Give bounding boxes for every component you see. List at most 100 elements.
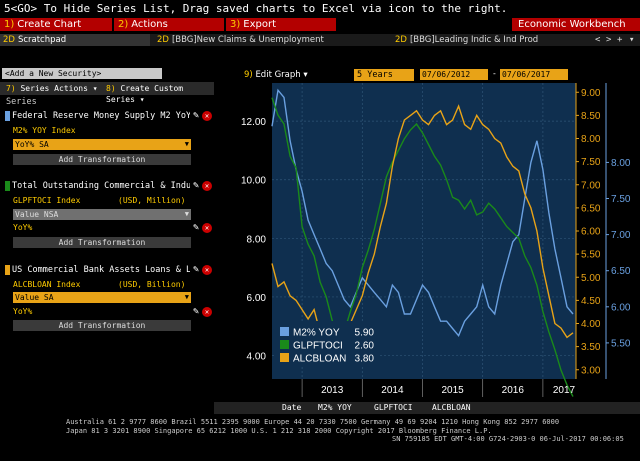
tab-leading-indic[interactable]: 2D [BBG]Leading Indic & Ind Prod: [392, 34, 590, 46]
edit-icon[interactable]: ✎: [193, 222, 200, 233]
axes: 12.00 10.00 8.00 6.00 4.00 9.00 8.50 8.00 7.50 7.…: [241, 83, 631, 397]
date-separator: -: [492, 69, 497, 78]
chart-footer-bar: Date M2% YOY GLPFTOCI ALCBLOAN: [214, 402, 640, 414]
footer: Australia 61 2 9777 8600 Brazil 5511 239…: [0, 418, 640, 461]
series-ticker: GLPFTOCI Index: [13, 196, 81, 205]
series-ticker: ALCBLOAN Index: [13, 280, 81, 289]
right-axis1-tick: 6.50: [581, 203, 601, 214]
x-axis-tick: 2015: [441, 385, 464, 396]
remove-icon[interactable]: ✕: [202, 223, 213, 233]
series-name: Federal Reserve Money Supply M2 YoY %: [12, 111, 190, 121]
tab-menu-button[interactable]: ▾: [629, 35, 635, 45]
edit-graph-num: 9): [244, 70, 253, 80]
remove-icon[interactable]: ✕: [202, 265, 213, 275]
x-axis-tick: 2017: [553, 385, 576, 396]
legend-value: 5.90: [355, 328, 375, 339]
transform-suffix: YoY%: [13, 223, 33, 232]
edit-icon[interactable]: ✎: [193, 180, 200, 191]
tab-scratchpad[interactable]: 2D Scratchpad: [0, 34, 150, 46]
series-icons: ✎ ✕: [193, 180, 213, 191]
tab-prev-button[interactable]: <: [595, 35, 601, 45]
edit-icon[interactable]: ✎: [193, 264, 200, 275]
create-chart-label: Create Chart: [17, 19, 82, 30]
grid: [272, 83, 576, 379]
legend-name: ALCBLOAN: [293, 354, 346, 365]
legend-swatch: [280, 327, 289, 336]
custom-series-num: 8): [106, 84, 116, 93]
export-label: Export: [243, 19, 276, 30]
tab-num: 2D: [157, 35, 169, 45]
legend-name: GLPFTOCI: [293, 341, 343, 352]
legend-name: M2% YOY: [293, 328, 340, 339]
tab-num: 2D: [395, 35, 407, 45]
right-axis1-tick: 7.50: [581, 157, 601, 168]
series-actions-button[interactable]: 7) Series Actions ▾: [4, 83, 99, 94]
footer-line: Australia 61 2 9777 8600 Brazil 5511 239…: [66, 418, 560, 426]
x-axis-tick: 2013: [321, 385, 344, 396]
series-header: Series: [6, 97, 37, 107]
edit-graph-button[interactable]: 9) Edit Graph ▾: [244, 69, 348, 81]
series-color-swatch: [5, 111, 10, 121]
tab-add-button[interactable]: +: [617, 35, 623, 45]
actions-button[interactable]: 2) Actions: [114, 18, 224, 31]
transform-select[interactable]: Value SA ▼: [13, 292, 191, 303]
series-name: US Commercial Bank Assets Loans & Le: [12, 265, 190, 275]
add-transformation-button[interactable]: Add Transformation: [13, 237, 191, 248]
footer-line: SN 759185 EDT GMT-4:00 G724-2903-0 06-Ju…: [392, 435, 624, 443]
tab-label: [BBG]Leading Indic & Ind Prod: [409, 35, 539, 45]
series-ticker: M2% YOY Index: [13, 126, 76, 135]
chart: 12.00 10.00 8.00 6.00 4.00 9.00 8.50 8.00 7.50 7.…: [241, 83, 631, 397]
series-line-m2-yoy: [271, 88, 574, 338]
transform-select[interactable]: Value NSA ▼: [13, 209, 191, 220]
left-axis-tick: 8.00: [247, 234, 267, 245]
series-actions-num: 7): [6, 84, 16, 93]
right-axis1-tick: 8.00: [581, 134, 601, 145]
custom-series-label: Create Custom Series ▾: [106, 84, 184, 104]
footer-line: Japan 81 3 3201 8900 Singapore 65 6212 1…: [66, 426, 492, 435]
right-axis1-tick: 4.50: [581, 296, 601, 307]
right-axis2-tick: 7.50: [611, 194, 631, 205]
remove-icon[interactable]: ✕: [202, 181, 213, 191]
tab-label: Scratchpad: [17, 35, 67, 45]
create-custom-series-button[interactable]: 8) Create Custom Series ▾: [104, 83, 212, 104]
footer-series3-label[interactable]: ALCBLOAN: [432, 403, 471, 412]
tab-next-button[interactable]: >: [606, 35, 612, 45]
transform-icons: ✎ ✕: [193, 306, 213, 317]
right-axis1-tick: 3.50: [581, 342, 601, 353]
dropdown-arrow-icon: ▼: [184, 140, 189, 148]
right-axis2-tick: 8.00: [611, 158, 631, 169]
right-axis1-tick: 4.00: [581, 319, 601, 330]
legend: M2% YOY 5.90 GLPFTOCI 2.60 ALCBLOAN 3.80: [276, 321, 380, 365]
transform-select[interactable]: YoY% SA ▼: [13, 139, 191, 150]
left-axis-tick: 12.00: [241, 117, 266, 128]
edit-graph-label: Edit Graph ▾: [255, 70, 308, 80]
menu-bar: 1) Create Chart 2) Actions 3) Export Econom…: [0, 17, 640, 32]
edit-icon[interactable]: ✎: [193, 306, 200, 317]
left-axis-tick: 4.00: [247, 352, 267, 363]
create-chart-button[interactable]: 1) Create Chart: [0, 18, 112, 31]
add-transformation-button[interactable]: Add Transformation: [13, 320, 191, 331]
export-button[interactable]: 3) Export: [226, 18, 336, 31]
dropdown-arrow-icon: ▼: [184, 293, 189, 301]
remove-icon[interactable]: ✕: [202, 111, 213, 121]
start-date-input[interactable]: 07/06/2012: [420, 69, 488, 80]
series-toolbar: 7) Series Actions ▾ 8) Create Custom Ser…: [0, 82, 214, 104]
series-color-swatch: [5, 265, 10, 275]
transform-icons: ✎ ✕: [193, 222, 213, 233]
dropdown-arrow-icon: ▼: [184, 210, 189, 218]
create-chart-num: 1): [4, 19, 15, 30]
instruction-hint: 5<GO> To Hide Series List, Drag saved ch…: [4, 2, 508, 15]
series-icons: ✎ ✕: [193, 110, 213, 121]
add-security-input[interactable]: <Add a New Security>: [2, 68, 162, 79]
add-transformation-button[interactable]: Add Transformation: [13, 154, 191, 165]
tab-new-claims[interactable]: 2D [BBG]New Claims & Unemployment: [154, 34, 384, 46]
footer-date-label: Date: [282, 403, 302, 412]
period-select[interactable]: 5 Years: [354, 69, 414, 81]
right-axis1-tick: 3.00: [581, 365, 601, 376]
end-date-input[interactable]: 07/06/2017: [500, 69, 568, 80]
right-axis1-tick: 9.00: [581, 88, 601, 99]
footer-series1-label[interactable]: M2% YOY: [318, 403, 352, 412]
remove-icon[interactable]: ✕: [202, 307, 213, 317]
footer-series2-label[interactable]: GLPFTOCI: [374, 403, 413, 412]
edit-icon[interactable]: ✎: [193, 110, 200, 121]
